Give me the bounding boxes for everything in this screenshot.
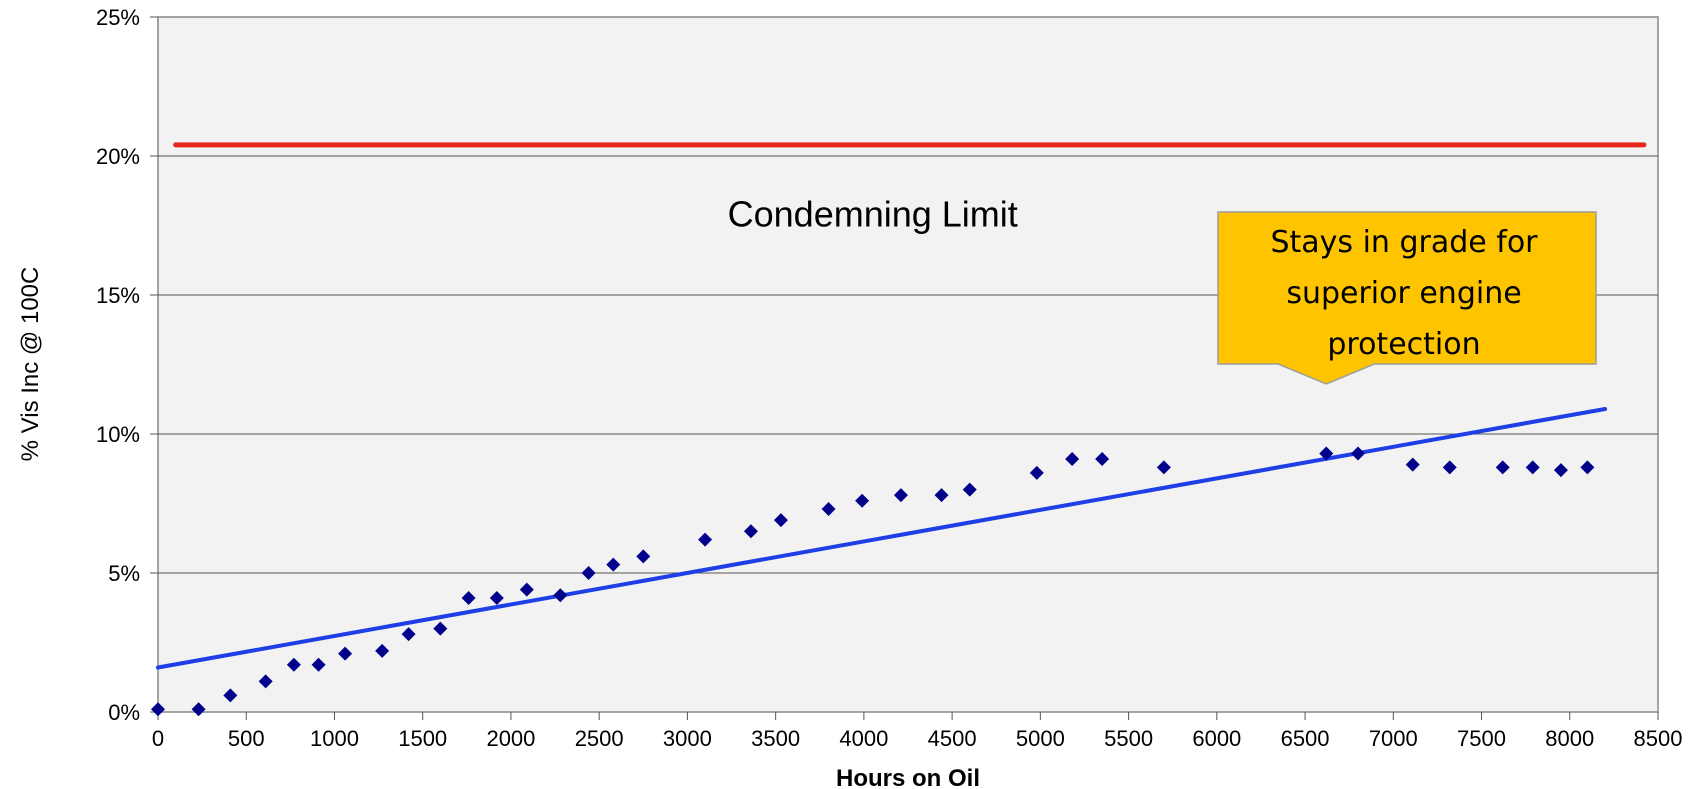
- y-axis-ticks: 0% 5% 10% 15% 20% 25%: [96, 5, 158, 725]
- x-axis-title: Hours on Oil: [836, 765, 980, 789]
- data-point: [962, 482, 977, 497]
- x-tick-label: 1000: [310, 726, 359, 751]
- gridlines: [158, 155, 1658, 574]
- series-lines: [156, 142, 1647, 670]
- data-point: [581, 566, 596, 580]
- data-point: [433, 621, 448, 636]
- data-point: [1580, 460, 1595, 475]
- y-tick-label: 10%: [96, 422, 140, 447]
- data-point: [1065, 452, 1080, 467]
- data-point: [698, 532, 713, 547]
- data-point: [1095, 452, 1110, 467]
- x-tick-label: 8500: [1634, 726, 1683, 751]
- x-tick-label: 7500: [1457, 726, 1506, 751]
- callout-line-1: Stays in grade for: [1270, 225, 1538, 260]
- callout-line-3: protection: [1327, 327, 1480, 362]
- data-point: [855, 493, 870, 508]
- y-tick-label: 0%: [108, 700, 140, 725]
- callout-shape: [1217, 211, 1597, 385]
- data-point: [773, 513, 788, 528]
- data-point: [401, 627, 416, 642]
- x-tick-label: 7000: [1369, 726, 1418, 751]
- data-point: [311, 657, 326, 672]
- trend-line: [156, 406, 1608, 670]
- x-tick-label: 3000: [663, 726, 712, 751]
- x-tick-label: 4000: [839, 726, 888, 751]
- data-point: [821, 502, 836, 517]
- x-tick-label: 4500: [928, 726, 977, 751]
- callout-line-2: superior engine: [1286, 276, 1521, 311]
- data-point: [1525, 460, 1540, 475]
- y-axis-title: % Vis Inc @ 100C: [17, 267, 44, 462]
- data-point: [893, 488, 908, 503]
- data-point: [934, 488, 949, 503]
- data-point: [636, 549, 651, 564]
- y-tick-label: 25%: [96, 5, 140, 30]
- x-axis-ticks: 0 500 1000 1500 2000 2500 3000 3500 4000 4500 5000…: [152, 712, 1683, 751]
- data-point: [519, 582, 534, 597]
- x-tick-label: 1500: [398, 726, 447, 751]
- x-tick-label: 6000: [1192, 726, 1241, 751]
- x-tick-label: 6500: [1281, 726, 1330, 751]
- x-tick-label: 2500: [575, 726, 624, 751]
- y-tick-label: 20%: [96, 144, 140, 169]
- data-point: [1351, 446, 1365, 461]
- data-point: [461, 591, 476, 606]
- callout-box: Stays in grade for superior engine prote…: [1217, 211, 1597, 385]
- y-tick-label: 5%: [108, 561, 140, 586]
- data-point: [1553, 463, 1568, 478]
- y-tick-label: 15%: [96, 283, 140, 308]
- data-point: [1442, 460, 1457, 475]
- data-point: [375, 643, 390, 658]
- annotation-condemning-limit: Condemning Limit: [728, 193, 1018, 234]
- data-point: [191, 702, 206, 717]
- data-point: [743, 524, 758, 539]
- data-point: [553, 588, 568, 603]
- x-tick-label: 0: [152, 726, 164, 751]
- data-point: [1156, 460, 1171, 475]
- data-point: [1029, 465, 1044, 480]
- data-point: [258, 674, 273, 689]
- data-point: [1495, 460, 1510, 475]
- data-point: [338, 646, 353, 661]
- data-point: [286, 657, 301, 672]
- data-point: [489, 591, 504, 606]
- scatter-points: [151, 446, 1595, 717]
- x-tick-label: 3500: [751, 726, 800, 751]
- x-tick-label: 500: [228, 726, 265, 751]
- x-tick-label: 5500: [1104, 726, 1153, 751]
- data-point: [606, 557, 621, 572]
- data-point: [151, 702, 165, 717]
- x-tick-label: 8000: [1545, 726, 1594, 751]
- data-point: [1405, 457, 1420, 472]
- data-point: [1319, 446, 1334, 461]
- x-tick-label: 5000: [1016, 726, 1065, 751]
- x-tick-label: 2000: [486, 726, 535, 751]
- data-point: [223, 688, 238, 703]
